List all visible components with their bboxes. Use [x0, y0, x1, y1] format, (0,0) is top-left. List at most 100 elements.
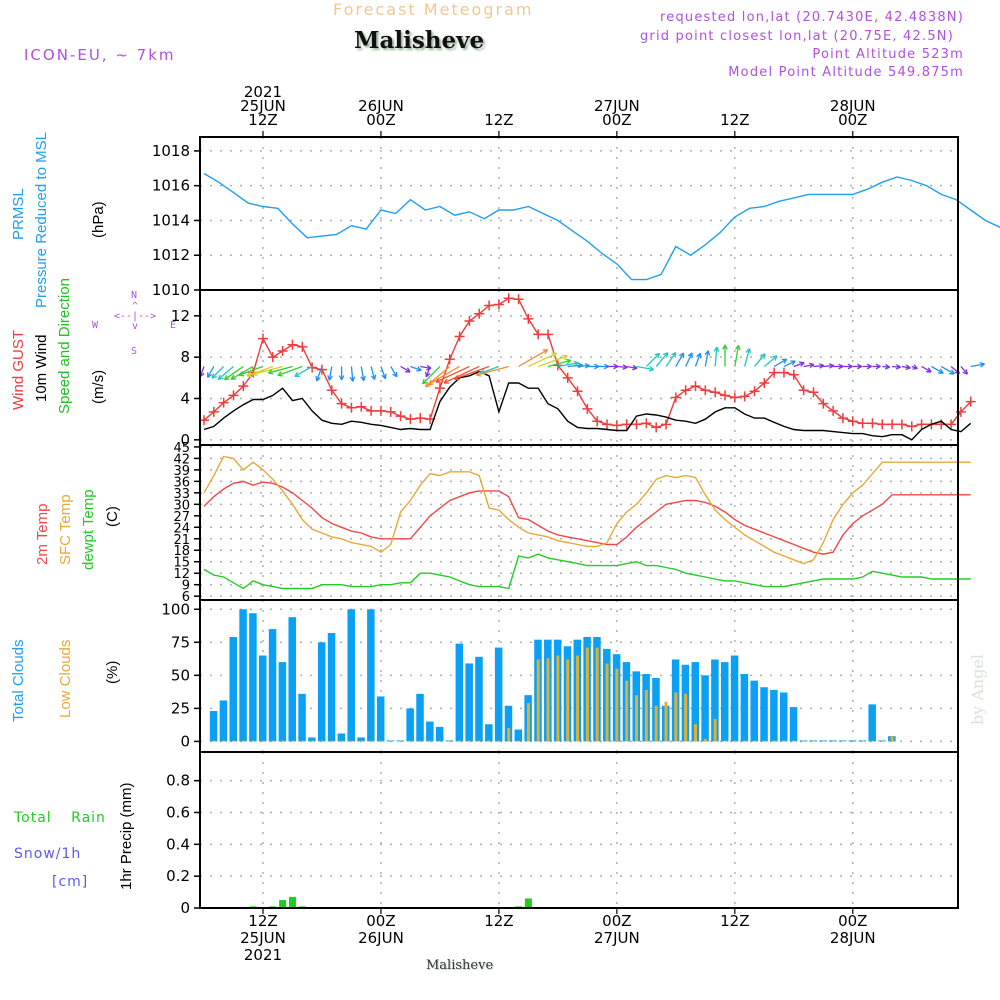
- y-tick-label: 6: [182, 590, 190, 605]
- series-line-2m-temp: [203, 480, 971, 555]
- gust-marker: [218, 397, 229, 408]
- temp-dewpt-label: dewpt Temp: [80, 489, 97, 570]
- wind-arrow-shaft: [557, 362, 579, 368]
- wind-10m-label: 10m Wind: [33, 334, 50, 402]
- wind-arrow-shaft: [428, 365, 460, 386]
- wind-arrow-head: [338, 375, 345, 381]
- low-clouds-bar: [674, 692, 678, 742]
- wind-arrow-head: [687, 352, 693, 358]
- total-clouds-bar: [357, 737, 365, 742]
- wind-arrow-shaft: [238, 365, 264, 376]
- total-clouds-bar: [376, 696, 385, 742]
- wind-arrow-head: [875, 363, 881, 370]
- wind-arrow-shaft: [518, 349, 548, 368]
- wind-arrow-shaft: [655, 352, 669, 367]
- wind-arrow: [813, 363, 825, 369]
- low-clouds-bar: [713, 718, 717, 742]
- bottom-time-label: 25JUN: [240, 929, 286, 947]
- total-clouds-bar: [494, 647, 503, 742]
- rain-bar: [279, 900, 287, 908]
- wind-arrow-shaft: [931, 365, 944, 374]
- wind-arrow-shaft: [211, 366, 225, 379]
- wind-arrow-head: [565, 358, 572, 365]
- wind-arrow-head: [745, 348, 752, 354]
- wind-arrow-head: [905, 364, 911, 371]
- wind-arrow-head: [632, 364, 638, 371]
- top-time-label: 25JUN: [240, 97, 286, 115]
- y-tick-label: 42: [173, 452, 190, 467]
- wind-arrow: [833, 363, 844, 370]
- wind-arrow: [704, 350, 711, 367]
- wind-arrow-shaft: [422, 366, 441, 385]
- bottom-time-label: 00Z: [366, 912, 395, 930]
- wind-speed-dir-label: Speed and Direction: [56, 278, 73, 414]
- gust-marker: [631, 419, 642, 430]
- wind-arrow-head: [453, 375, 460, 381]
- wind-arrow-head: [838, 363, 844, 370]
- compass-arrows-icon: ^ <--|--> v: [114, 301, 157, 332]
- gust-marker: [690, 381, 701, 392]
- low-clouds-bar: [448, 740, 452, 742]
- wind-arrow-shaft: [476, 365, 509, 376]
- bottom-time-label: 26JUN: [358, 929, 404, 947]
- low-clouds-bar: [536, 659, 540, 742]
- low-clouds-bar: [507, 728, 511, 742]
- gust-marker: [769, 367, 780, 378]
- wind-arrow: [960, 366, 968, 375]
- y-tick-label: 0.8: [166, 772, 190, 790]
- wind-arrow-shaft: [665, 352, 677, 367]
- wind-arrow: [315, 366, 323, 382]
- wind-arrow: [327, 366, 333, 381]
- wind-arrow-head: [979, 361, 985, 368]
- wind-arrow-shaft: [694, 353, 701, 367]
- total-clouds-bar: [740, 674, 749, 742]
- wind-arrow: [528, 352, 557, 368]
- top-time-label: 26JUN: [358, 97, 404, 115]
- wind-arrow-head: [654, 352, 661, 359]
- bottom-time-label: 28JUN: [830, 929, 876, 947]
- total-clouds-bar: [327, 633, 336, 742]
- wind-arrow: [380, 366, 387, 380]
- wind-arrow-head: [349, 376, 356, 382]
- low-clouds-bar: [517, 740, 521, 742]
- wind-arrow-shaft: [230, 365, 254, 380]
- total-clouds-bar: [308, 737, 316, 742]
- y-tick-label: 27: [173, 510, 190, 525]
- gust-marker: [326, 385, 337, 396]
- model-point-altitude: Model Point Altitude 549.875m: [728, 65, 964, 80]
- total-clouds-bar: [317, 642, 326, 742]
- wind-arrow: [390, 366, 398, 378]
- series-line-prmsl: [203, 172, 1000, 281]
- wind-arrow: [852, 363, 863, 370]
- gust-marker: [523, 313, 534, 324]
- low-clouds-bar: [694, 724, 697, 742]
- low-clouds-bar: [635, 695, 639, 742]
- low-clouds-bar: [222, 740, 226, 742]
- gust-marker: [484, 300, 495, 311]
- wind-arrow-head: [230, 374, 237, 380]
- wind-arrow-shaft: [410, 365, 422, 372]
- low-clouds-bar: [428, 740, 432, 742]
- y-tick-label: 1012: [152, 246, 190, 264]
- total-clouds-bar: [268, 629, 277, 742]
- low-clouds-bar: [890, 736, 894, 742]
- wind-arrow: [793, 361, 805, 368]
- low-clouds-bar: [743, 740, 747, 742]
- low-clouds-bar: [300, 740, 304, 742]
- gust-marker: [887, 419, 898, 430]
- axes: 1010101210141016101804812691215182124273…: [152, 83, 959, 964]
- gust-marker: [543, 329, 554, 340]
- gust-marker: [759, 378, 770, 388]
- wind-arrow-head: [392, 371, 398, 378]
- gust-marker: [582, 403, 593, 414]
- wind-arrow-head: [926, 367, 932, 373]
- wind-arrow: [626, 364, 638, 371]
- wind-arrow-head: [671, 351, 677, 358]
- low-clouds-bar: [497, 740, 501, 742]
- total-clouds-bar: [711, 659, 719, 742]
- super-title: Forecast Meteogram: [333, 0, 534, 19]
- y-tick-label: 12: [173, 567, 190, 582]
- gust-marker: [680, 385, 691, 396]
- gust-marker: [375, 405, 386, 416]
- low-clouds-bar: [585, 647, 589, 742]
